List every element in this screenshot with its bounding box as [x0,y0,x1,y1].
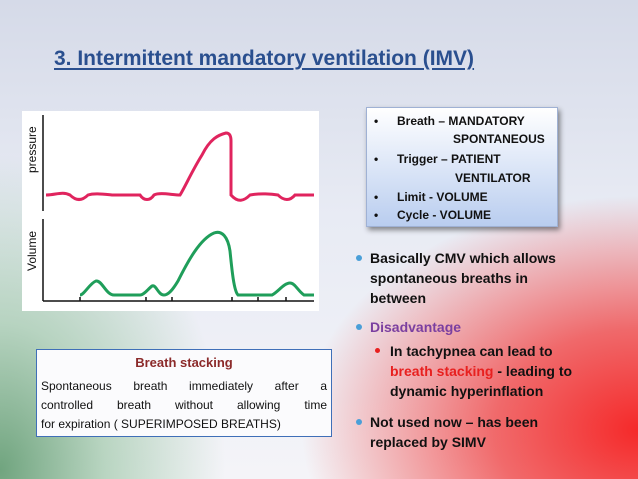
pressure-axis-label: pressure [25,126,39,173]
breath-stacking-highlight: breath stacking [390,363,494,379]
breath-markers [79,297,287,301]
bullet-icon: • [374,208,379,222]
bullet-icon: • [374,190,379,204]
bullet-tachypnea-line2: breath stacking - leading to [390,361,572,381]
bullet-icon [356,255,362,261]
bullet-cmv-line3: between [370,290,427,306]
sub-bullet-icon [375,348,380,353]
breath-setting-continuation: SPONTANEOUS [453,132,545,146]
bullet-icon [356,324,362,330]
ventilation-waveform-graph: pressure Volume [22,111,319,311]
bullet-icon: • [374,152,379,166]
limit-setting: Limit - VOLUME [397,190,488,204]
bullet-cmv-line1: Basically CMV which allows [370,250,556,266]
bullet-tachypnea-line1: In tachypnea can lead to [390,343,553,359]
pressure-waveform [45,131,314,202]
bullet-cmv-line2: spontaneous breaths in [370,270,528,286]
breath-stacking-line2: controlled breath without allowing time [41,398,327,412]
bullet-not-used-line1: Not used now – has been [370,414,539,430]
volume-axis-label: Volume [25,231,39,271]
bullet-icon [356,419,362,425]
bullet-icon: • [374,114,379,128]
breath-stacking-title: Breath stacking [135,355,233,370]
cycle-setting: Cycle - VOLUME [397,208,492,222]
breath-stacking-line1: Spontaneous breath immediately after a [41,379,327,393]
trigger-setting-continuation: VENTILATOR [455,171,531,185]
ventilation-settings-box: • Breath – MANDATORY SPONTANEOUS • Trigg… [366,107,558,227]
volume-waveform [79,230,314,297]
bullet-not-used-line2: replaced by SIMV [370,434,486,450]
breath-stacking-box: Breath stacking Spontaneous breath immed… [36,349,332,437]
slide-title: 3. Intermittent mandatory ventilation (I… [54,47,475,70]
breath-setting: Breath – MANDATORY [397,114,525,128]
bullet-tachypnea-line3: dynamic hyperinflation [390,383,544,399]
bullet-disadvantage: Disadvantage [370,319,462,335]
breath-stacking-line3: for expiration ( SUPERIMPOSED BREATHS) [41,417,281,431]
trigger-setting: Trigger – PATIENT [397,152,501,166]
bullet-tachypnea-rest: - leading to [493,363,573,379]
